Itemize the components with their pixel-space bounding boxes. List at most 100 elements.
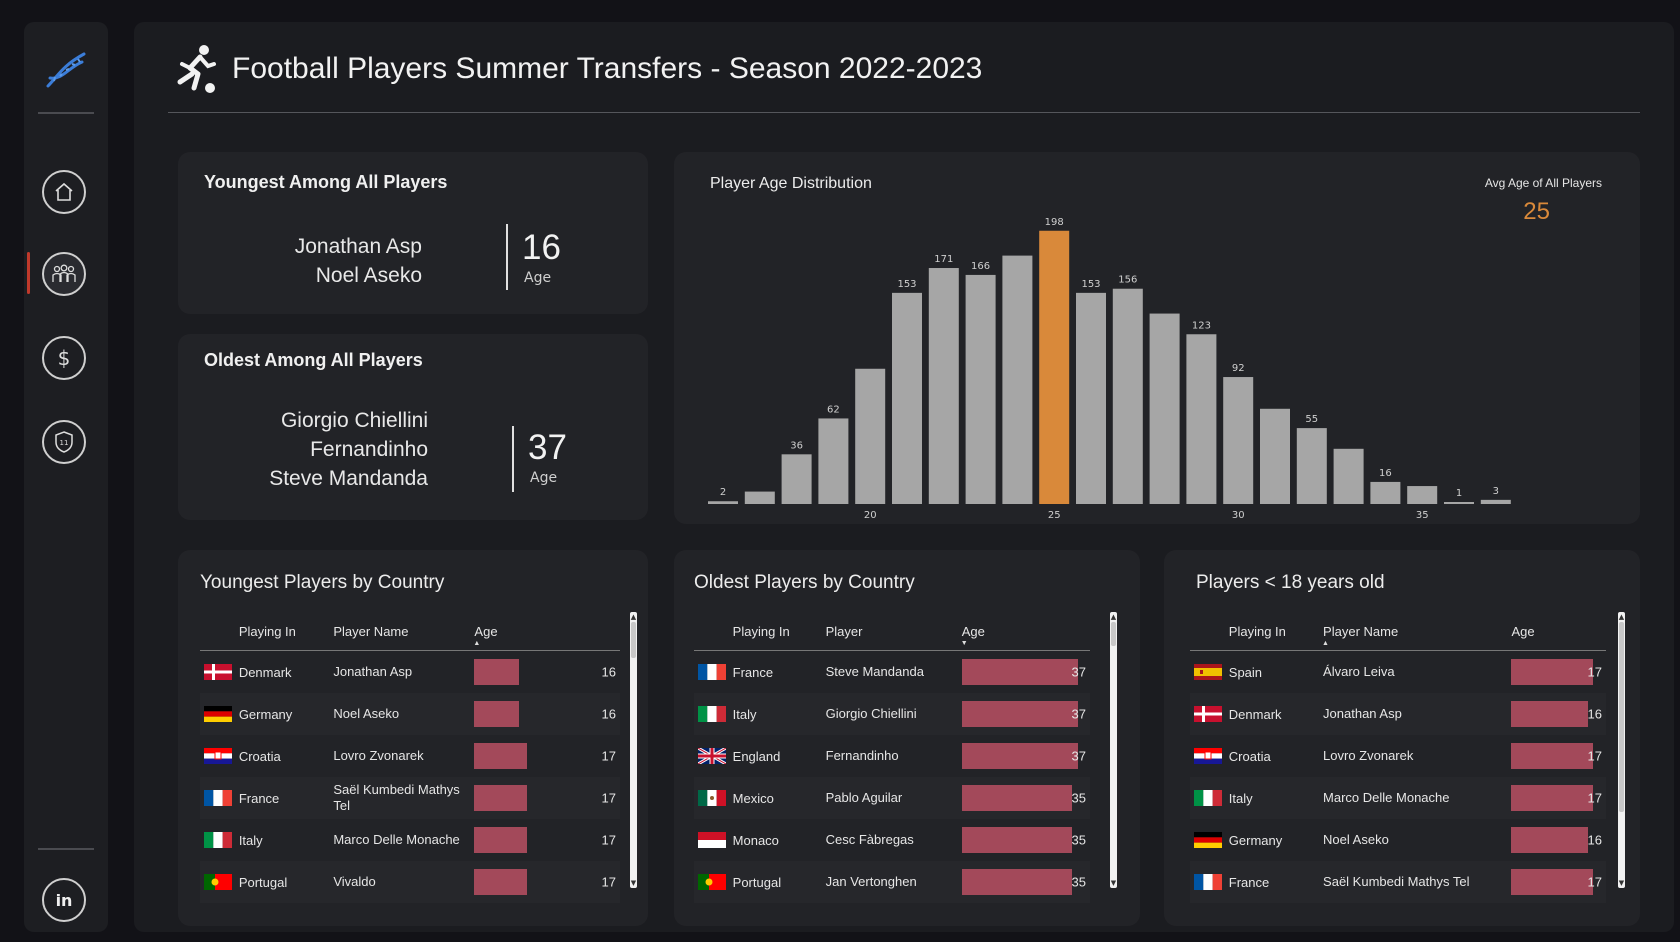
scroll-up-icon[interactable]: ▲: [630, 613, 637, 621]
table-row[interactable]: Germany Noel Aseko 16: [200, 693, 620, 735]
chart-x-tick-label: 35: [1416, 510, 1429, 521]
table-row[interactable]: Mexico Pablo Aguilar 35: [694, 777, 1090, 819]
column-header-player[interactable]: Player: [824, 612, 961, 651]
scrollbar[interactable]: ▲ ▼: [630, 612, 637, 888]
player-cell: Saël Kumbedi Mathys Tel: [332, 777, 474, 819]
flag-cell: [1190, 819, 1228, 861]
table-row[interactable]: Italy Marco Delle Monache 17: [200, 819, 620, 861]
table-row[interactable]: England Fernandinho 37: [694, 735, 1090, 777]
column-header-playing-in[interactable]: Playing In: [731, 612, 825, 651]
table-row[interactable]: France Steve Mandanda 37: [694, 651, 1090, 694]
chart-bar-age-31[interactable]: [1260, 408, 1290, 504]
age-bar: [474, 827, 528, 853]
chart-bar-age-22[interactable]: [928, 268, 959, 504]
chart-bar-age-28[interactable]: [1149, 313, 1180, 504]
header-flag-col: [1190, 612, 1228, 651]
home-button[interactable]: [42, 170, 86, 214]
age-bar: [1511, 743, 1594, 769]
table-row[interactable]: Italy Marco Delle Monache 17: [1190, 777, 1606, 819]
scrollbar[interactable]: ▲ ▼: [1110, 612, 1117, 888]
team-button[interactable]: 11: [42, 420, 86, 464]
age-cell: 17: [473, 735, 620, 777]
table-row[interactable]: France Saël Kumbedi Mathys Tel 17: [200, 777, 620, 819]
youngest-age-value: 16: [522, 228, 561, 267]
scroll-up-icon[interactable]: ▲: [1110, 613, 1117, 621]
scroll-down-icon[interactable]: ▼: [630, 879, 637, 887]
column-header-age[interactable]: Age ▼: [960, 612, 1090, 651]
table-row[interactable]: Denmark Jonathan Asp 16: [1190, 693, 1606, 735]
age-value: 17: [1587, 790, 1602, 806]
column-header-playing-in[interactable]: Playing In: [237, 612, 333, 651]
table-row[interactable]: Portugal Jan Vertonghen 35: [694, 861, 1090, 903]
chart-bar-age-19[interactable]: [818, 418, 849, 504]
table-row[interactable]: Monaco Cesc Fàbregas 35: [694, 819, 1090, 861]
column-header-player-name[interactable]: Player Name: [332, 612, 474, 651]
sort-asc-icon: ▲: [473, 640, 481, 647]
oldest-names: Giorgio Chiellini Fernandinho Steve Mand…: [269, 406, 428, 493]
age-value: 37: [1071, 706, 1086, 722]
age-value: 17: [1587, 664, 1602, 680]
flag-france-icon: [204, 790, 232, 807]
age-value: 17: [601, 832, 616, 848]
sidebar: $ 11 in: [24, 22, 108, 932]
country-cell: France: [732, 664, 774, 680]
age-bar: [474, 659, 520, 685]
chart-bar-age-32[interactable]: [1296, 428, 1327, 504]
column-header-age[interactable]: Age ▲: [473, 612, 620, 651]
linkedin-button[interactable]: in: [42, 878, 86, 922]
scroll-up-icon[interactable]: ▲: [1618, 613, 1625, 621]
table-row[interactable]: Germany Noel Aseko 16: [1190, 819, 1606, 861]
chart-bar-age-17[interactable]: [744, 491, 775, 504]
dna-logo-icon: [42, 46, 90, 94]
chart-data-label: 156: [1118, 275, 1137, 286]
flag-cell: [200, 861, 238, 903]
age-bar: [1511, 701, 1589, 727]
column-header-age[interactable]: Age: [1510, 612, 1606, 651]
table-row[interactable]: Croatia Lovro Zvonarek 17: [1190, 735, 1606, 777]
scroll-thumb[interactable]: [1111, 622, 1116, 646]
chart-bar-age-16[interactable]: [708, 501, 738, 504]
youngest-divider: [506, 224, 508, 290]
flag-germany-icon: [204, 706, 232, 723]
shield-icon: 11: [55, 431, 73, 453]
scroll-down-icon[interactable]: ▼: [1618, 879, 1625, 887]
column-header-player-name[interactable]: Player Name ▲: [1322, 612, 1511, 651]
age-cell: 16: [473, 651, 620, 694]
age-cell: 17: [1510, 861, 1606, 903]
chart-bar-age-21[interactable]: [892, 292, 922, 504]
dollar-icon: $: [58, 346, 71, 370]
column-header-playing-in[interactable]: Playing In: [1227, 612, 1323, 651]
player-cell: Saël Kumbedi Mathys Tel: [1322, 861, 1511, 903]
chart-data-label: 153: [897, 279, 916, 290]
chart-bar-age-23[interactable]: [965, 274, 996, 504]
chart-bar-age-35[interactable]: [1407, 486, 1438, 504]
chart-bar-age-36[interactable]: [1444, 502, 1474, 504]
chart-bar-age-20[interactable]: [855, 368, 886, 504]
chart-bar-age-26[interactable]: [1076, 292, 1106, 504]
youngest-by-country-title: Youngest Players by Country: [200, 572, 445, 593]
finance-button[interactable]: $: [42, 336, 86, 380]
table-row[interactable]: Italy Giorgio Chiellini 37: [694, 693, 1090, 735]
chart-bar-age-34[interactable]: [1370, 481, 1401, 504]
table-row[interactable]: France Saël Kumbedi Mathys Tel 17: [1190, 861, 1606, 903]
scroll-thumb[interactable]: [631, 622, 636, 658]
scroll-down-icon[interactable]: ▼: [1110, 879, 1117, 887]
chart-bar-age-25[interactable]: [1039, 230, 1070, 504]
scroll-thumb[interactable]: [1619, 622, 1624, 812]
table-row[interactable]: Portugal Vivaldo 17: [200, 861, 620, 903]
players-button[interactable]: [42, 252, 86, 296]
chart-bar-age-24[interactable]: [1002, 255, 1033, 504]
flag-cell: [200, 651, 238, 694]
chart-bar-age-30[interactable]: [1223, 377, 1254, 504]
chart-bar-age-18[interactable]: [781, 454, 812, 504]
chart-bar-age-37[interactable]: [1480, 499, 1511, 504]
chart-bar-age-33[interactable]: [1333, 448, 1364, 504]
scrollbar[interactable]: ▲ ▼: [1618, 612, 1625, 888]
table-row[interactable]: Spain Álvaro Leiva 17: [1190, 651, 1606, 694]
table-row[interactable]: Croatia Lovro Zvonarek 17: [200, 735, 620, 777]
age-cell: 17: [1510, 651, 1606, 694]
chart-bar-age-27[interactable]: [1112, 288, 1143, 504]
table-row[interactable]: Denmark Jonathan Asp 16: [200, 651, 620, 694]
linkedin-icon: in: [56, 891, 73, 910]
chart-bar-age-29[interactable]: [1186, 334, 1217, 504]
